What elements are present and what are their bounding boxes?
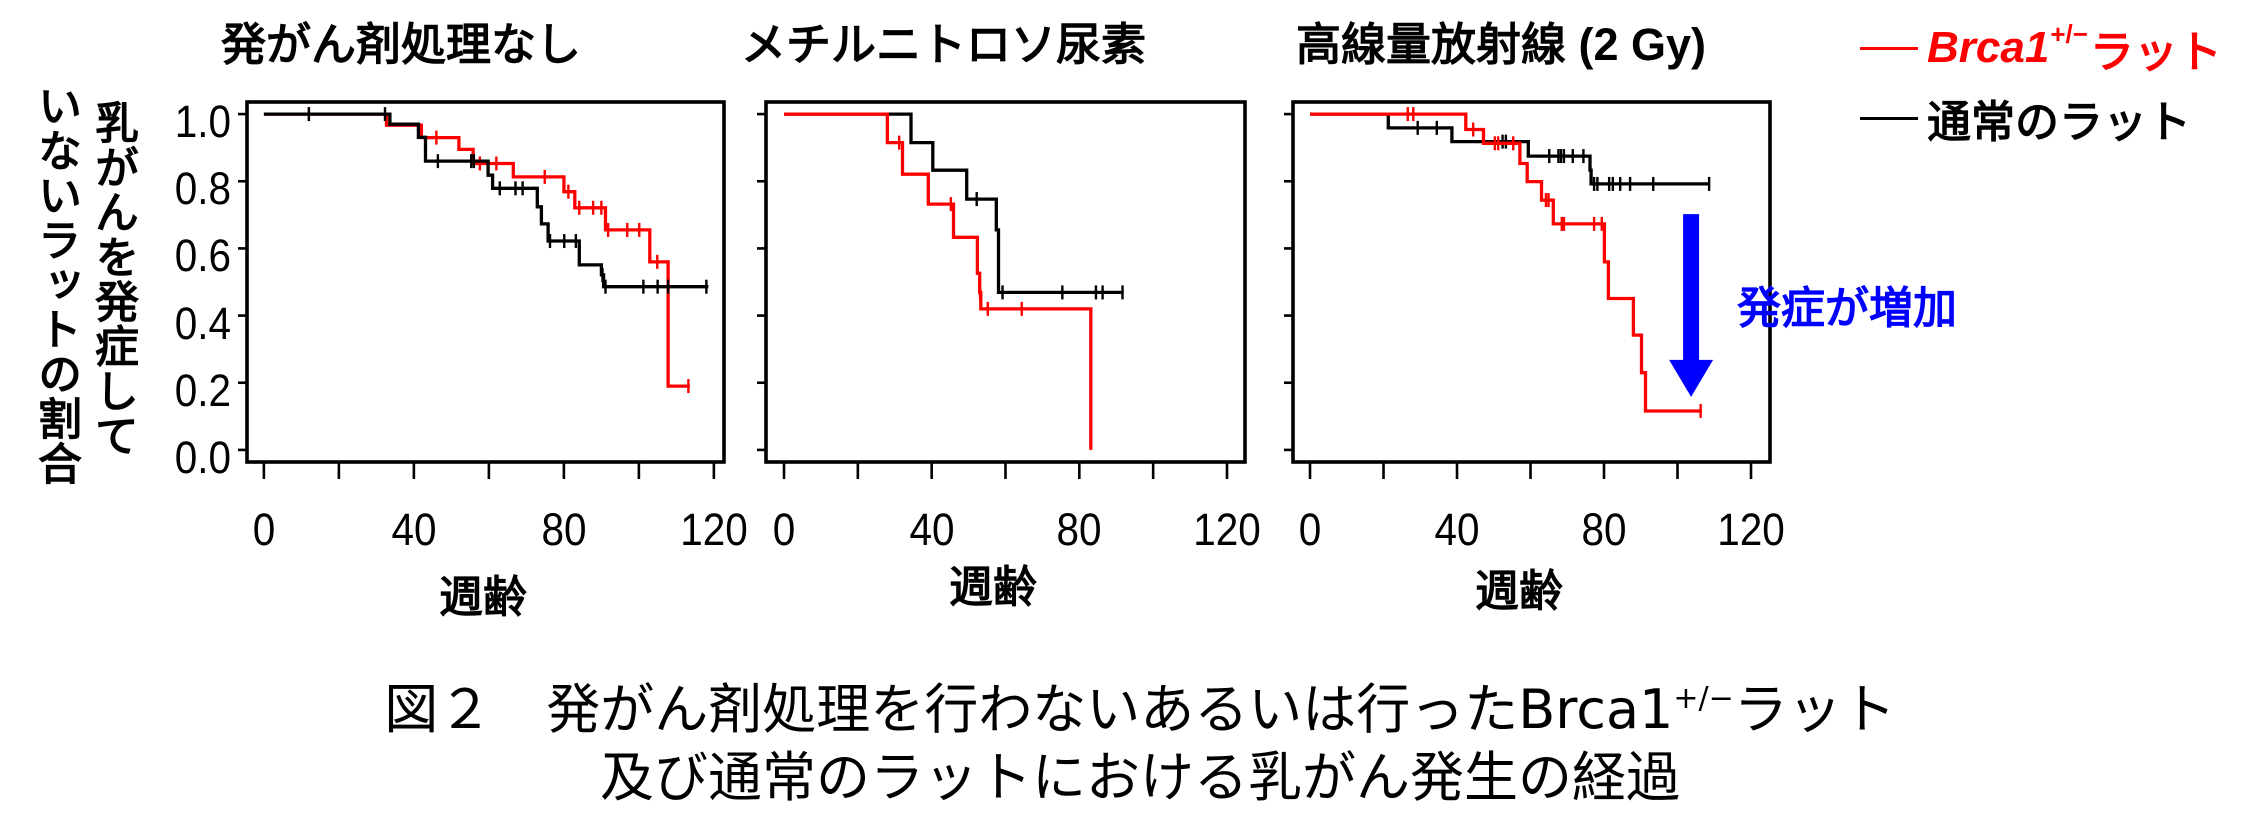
- down-arrow-icon: [1669, 214, 1714, 397]
- x-axis-label: 週齢: [1475, 566, 1563, 617]
- legend-gene-name: Brca1: [1927, 23, 2050, 72]
- x-tick-label: 80: [541, 504, 587, 555]
- x-tick-label: 120: [680, 504, 748, 555]
- plot-frame: [1291, 100, 1772, 464]
- figure-caption-line-2: 及び通常のラットにおける乳がん発生の経過: [600, 746, 1680, 809]
- x-axis-label: 週齢: [439, 572, 527, 623]
- red-line-icon: [1860, 46, 1918, 50]
- survival-curve: [1310, 112, 1702, 413]
- chart-title-no-carcinogen: 発がん剤処理なし: [221, 19, 582, 70]
- x-tick-label: 120: [1717, 504, 1785, 555]
- annotation-text: 発症が増加: [1737, 283, 1957, 334]
- series-normal: [784, 112, 1124, 300]
- chart-1-plot-area: [238, 100, 726, 479]
- survival-curve: [784, 112, 1093, 450]
- series-brca1: [784, 112, 1093, 450]
- y-tick-label: 0.0: [174, 431, 231, 483]
- legend-label: ラット: [2089, 28, 2222, 77]
- y-tick-label: 0.2: [174, 364, 231, 416]
- x-tick-label: 80: [1056, 504, 1102, 555]
- caption-text: 図２ 発がん剤処理を行わないあるいは行った: [384, 678, 1519, 741]
- plot-frame: [764, 100, 1247, 464]
- x-tick-label: 120: [1193, 504, 1261, 555]
- legend-item-normal: 通常のラット: [1860, 94, 2191, 147]
- y-tick-label: 0.4: [174, 297, 231, 349]
- series-brca1: [263, 107, 690, 394]
- survival-curve: [784, 112, 1124, 295]
- y-tick-label: 0.8: [174, 163, 231, 215]
- series-normal: [263, 107, 709, 294]
- figure-caption-line-1: 図２ 発がん剤処理を行わないあるいは行ったBrca1+/−ラット: [8, 680, 2264, 749]
- y-axis-label-line-2: いないラットの割合: [30, 83, 81, 486]
- black-line-icon: [1860, 116, 1918, 120]
- plot-frame: [245, 100, 726, 464]
- legend-item-brca1: Brca1 +/− ラット: [1860, 19, 2222, 77]
- x-tick-label: 40: [909, 504, 955, 555]
- legend-genotype-superscript: +/−: [2050, 18, 2088, 49]
- x-axis-label: 週齢: [949, 562, 1037, 613]
- survival-curve: [263, 112, 690, 388]
- x-tick-label: 0: [1298, 504, 1322, 555]
- x-tick-label: 40: [391, 504, 437, 555]
- caption-genotype-superscript: +/−: [1673, 681, 1734, 716]
- x-tick-label: 40: [1434, 504, 1480, 555]
- x-tick-label: 0: [772, 504, 796, 555]
- survival-curve: [263, 112, 709, 289]
- chart-title-radiation: 高線量放射線 (2 Gy): [1296, 19, 1707, 70]
- caption-gene-name: Brca1: [1518, 678, 1674, 741]
- x-tick-label: 80: [1581, 504, 1627, 555]
- chart-3-plot-area: [1284, 100, 1772, 479]
- chart-title-mnu: メチルニトロソ尿素: [741, 19, 1147, 70]
- y-tick-label: 0.6: [174, 230, 231, 282]
- caption-text: ラット: [1733, 678, 1896, 741]
- series-normal: [1310, 112, 1711, 191]
- y-axis-label-line-1: 乳がんを発症して: [87, 100, 138, 458]
- x-tick-label: 0: [252, 504, 276, 555]
- y-tick-label: 1.0: [174, 96, 231, 148]
- chart-2-plot-area: [757, 100, 1247, 479]
- series-brca1: [1310, 107, 1702, 418]
- legend-label: 通常のラット: [1927, 98, 2191, 147]
- survival-curve: [1310, 112, 1710, 186]
